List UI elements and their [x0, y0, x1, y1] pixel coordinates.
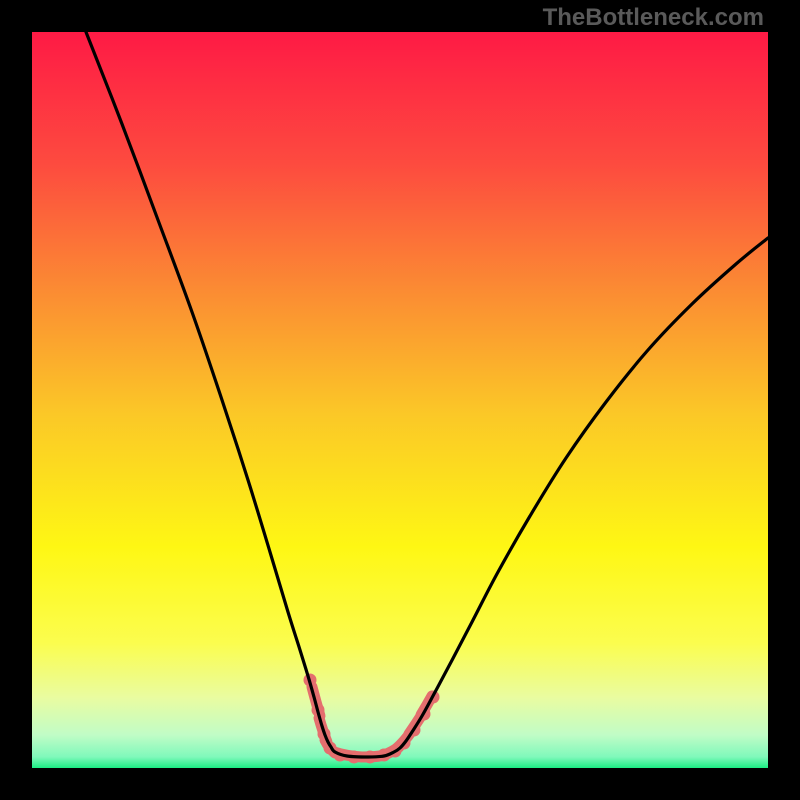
background-gradient [32, 32, 768, 768]
watermark-text: TheBottleneck.com [543, 4, 764, 32]
stage: TheBottleneck.com [0, 0, 800, 800]
plot-area [32, 32, 768, 768]
